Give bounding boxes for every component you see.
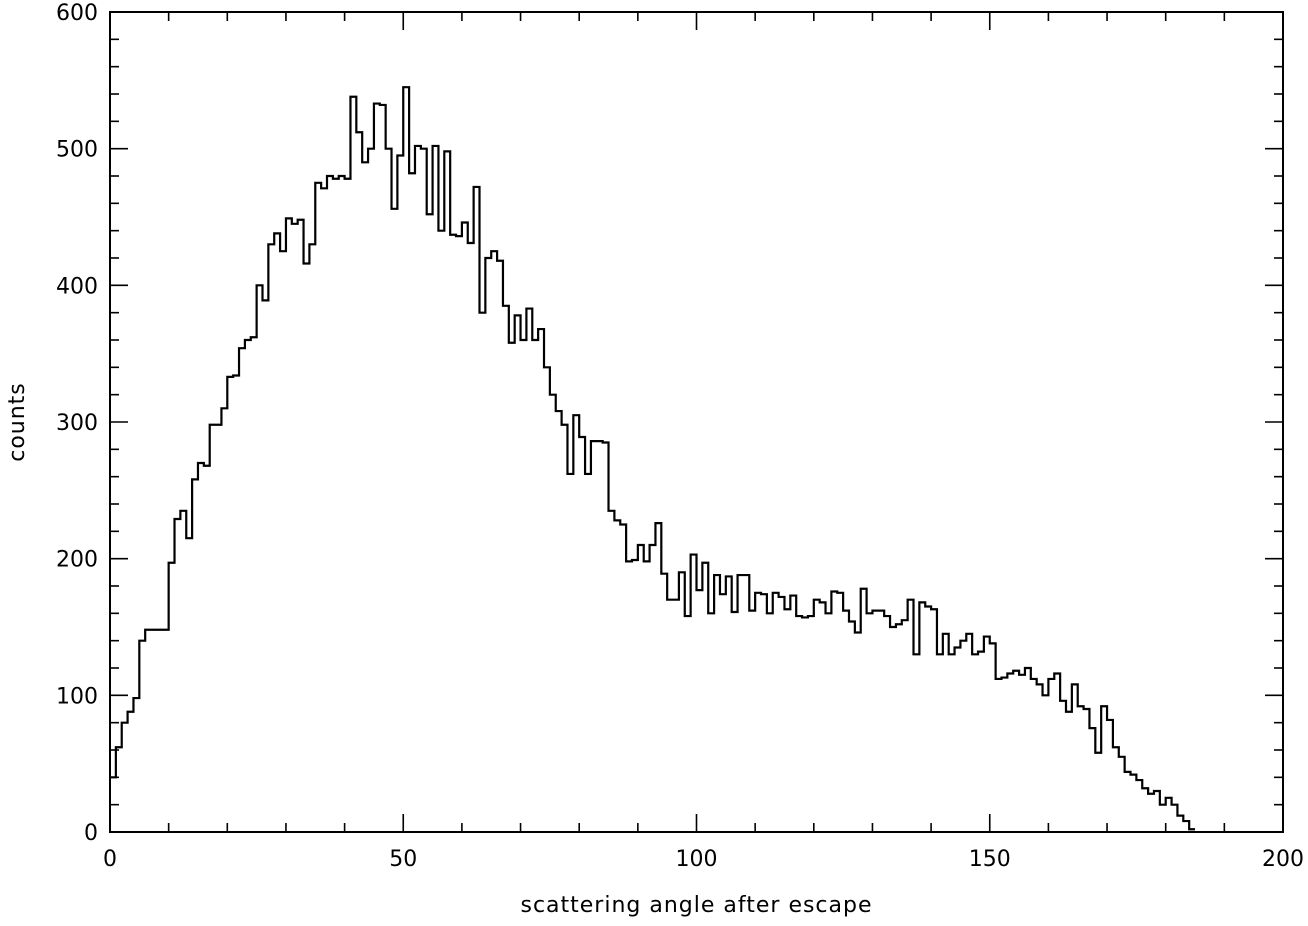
y-tick-label: 100 — [56, 684, 98, 709]
tick-labels: 0 50 100 150 200 0 100 200 300 400 500 600 — [56, 1, 1304, 872]
plot-frame — [109, 11, 1284, 833]
y-tick-label: 200 — [56, 548, 98, 573]
x-axis-title: scattering angle after escape — [520, 893, 872, 918]
y-tick-label: 600 — [56, 1, 98, 26]
y-tick-label: 500 — [56, 138, 98, 163]
y-tick-label: 0 — [84, 821, 98, 846]
y-axis-title: counts — [5, 382, 30, 462]
x-tick-label: 0 — [103, 847, 117, 872]
y-tick-label: 300 — [56, 411, 98, 436]
x-tick-label: 200 — [1262, 847, 1304, 872]
x-tick-label: 50 — [389, 847, 417, 872]
x-tick-label: 100 — [676, 847, 718, 872]
histogram-series-line — [110, 86, 1196, 831]
y-tick-label: 400 — [56, 274, 98, 299]
x-tick-label: 150 — [969, 847, 1011, 872]
minor-ticks — [110, 12, 1283, 832]
